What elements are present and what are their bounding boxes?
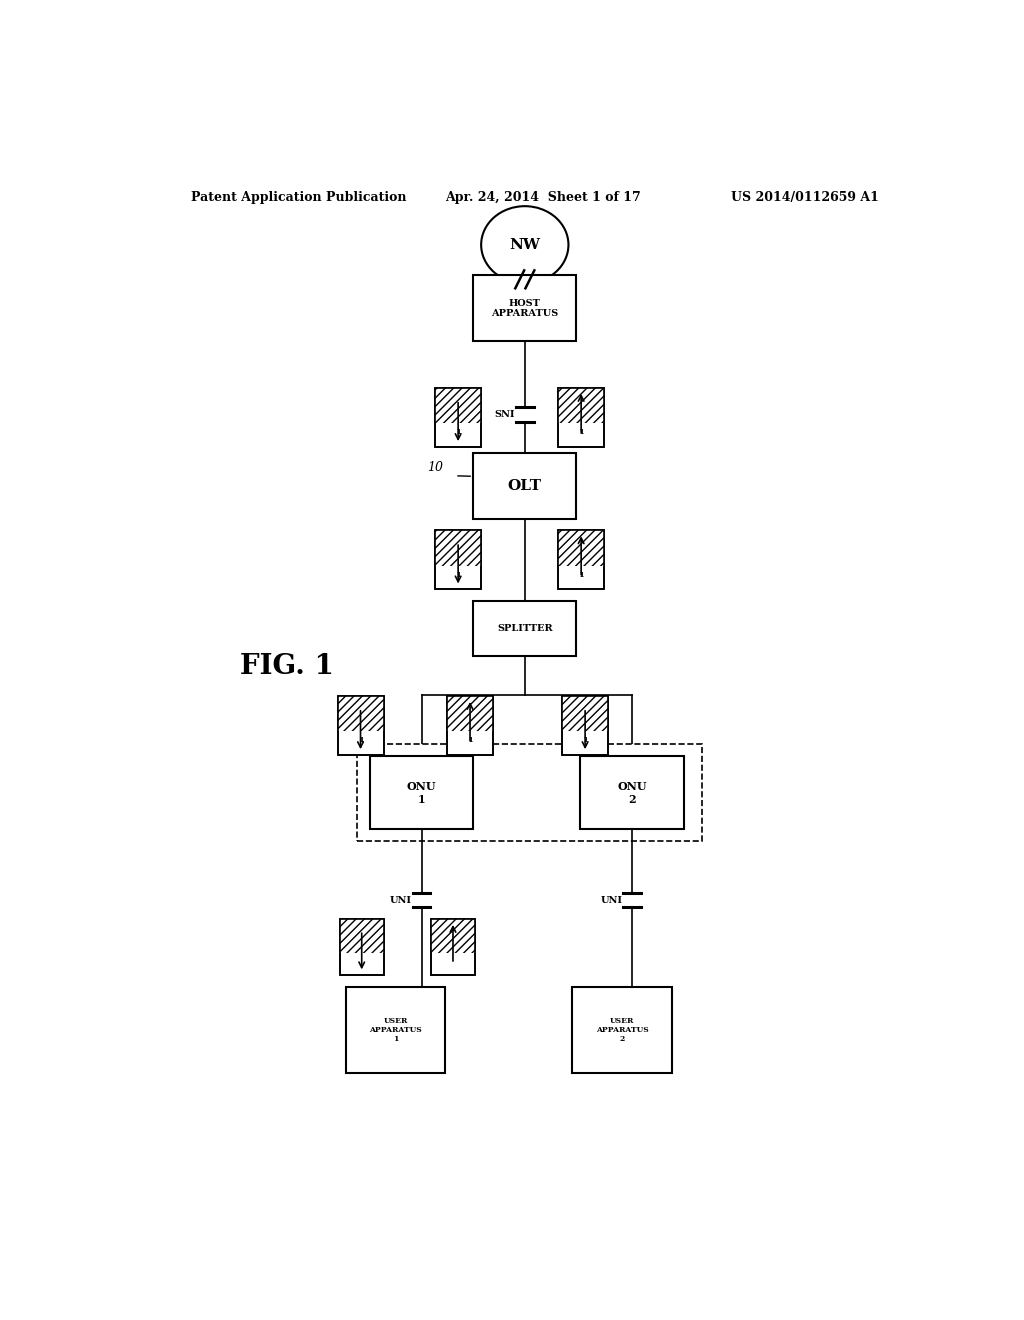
Bar <box>558 388 604 447</box>
Bar <box>581 756 684 829</box>
Text: 10: 10 <box>427 461 443 474</box>
Text: ONU
1: ONU 1 <box>407 780 436 804</box>
Bar <box>435 531 481 589</box>
Text: 1: 1 <box>456 570 461 578</box>
Text: USER
APPARATUS
1: USER APPARATUS 1 <box>370 1016 422 1043</box>
Bar <box>346 987 445 1073</box>
Bar <box>338 696 384 755</box>
Bar <box>558 388 604 424</box>
Text: NW: NW <box>509 238 541 252</box>
Bar <box>431 919 475 975</box>
Bar <box>338 696 384 755</box>
Bar <box>431 919 475 953</box>
Bar <box>338 696 384 731</box>
Text: 1: 1 <box>579 429 584 437</box>
Text: FIG. 1: FIG. 1 <box>240 653 334 680</box>
Bar <box>356 744 701 841</box>
Ellipse shape <box>481 206 568 284</box>
Bar <box>370 756 473 829</box>
Bar <box>435 388 481 447</box>
Bar <box>435 531 481 589</box>
Bar <box>558 388 604 447</box>
Bar <box>558 531 604 589</box>
Bar <box>435 388 481 447</box>
Bar <box>572 987 672 1073</box>
Bar <box>562 696 608 755</box>
Bar <box>473 601 577 656</box>
Text: 1: 1 <box>357 737 364 744</box>
Bar <box>447 696 494 755</box>
Bar <box>473 453 577 519</box>
Bar <box>340 919 384 975</box>
Bar <box>562 696 608 731</box>
Text: SPLITTER: SPLITTER <box>497 624 553 634</box>
Bar <box>340 919 384 953</box>
Bar <box>558 531 604 589</box>
Text: SNI: SNI <box>495 411 515 418</box>
Bar <box>431 919 475 975</box>
Bar <box>558 531 604 566</box>
Text: 1: 1 <box>467 737 473 744</box>
Text: Patent Application Publication: Patent Application Publication <box>191 191 407 203</box>
Bar <box>562 696 608 755</box>
Text: US 2014/0112659 A1: US 2014/0112659 A1 <box>731 191 879 203</box>
Text: HOST
APPARATUS: HOST APPARATUS <box>492 298 558 318</box>
Text: Apr. 24, 2014  Sheet 1 of 17: Apr. 24, 2014 Sheet 1 of 17 <box>445 191 641 203</box>
Text: USER
APPARATUS
2: USER APPARATUS 2 <box>596 1016 648 1043</box>
Text: UNI: UNI <box>390 896 412 906</box>
Bar <box>447 696 494 731</box>
Text: 1: 1 <box>456 429 461 437</box>
Text: 1: 1 <box>579 570 584 578</box>
Bar <box>340 919 384 975</box>
Text: 1: 1 <box>583 737 588 744</box>
Text: ONU
2: ONU 2 <box>617 780 647 804</box>
Bar <box>435 388 481 424</box>
Bar <box>435 531 481 566</box>
Bar <box>473 276 577 342</box>
Bar <box>447 696 494 755</box>
Text: OLT: OLT <box>508 479 542 494</box>
Text: UNI: UNI <box>600 896 623 906</box>
